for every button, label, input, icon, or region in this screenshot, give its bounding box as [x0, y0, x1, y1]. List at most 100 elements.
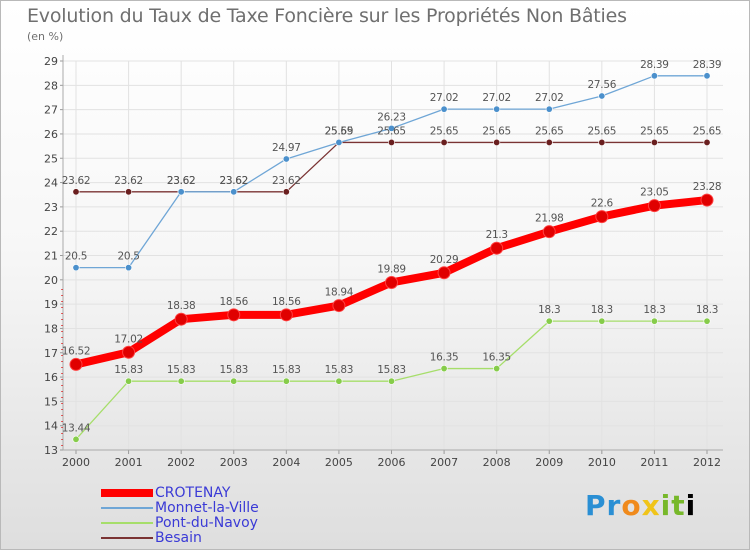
data-label: 19.89 — [377, 263, 406, 275]
data-point — [650, 72, 658, 80]
data-point — [335, 138, 343, 146]
y-tick-label: 27 — [44, 104, 58, 117]
data-point — [703, 317, 711, 325]
data-label: 23.62 — [219, 175, 248, 187]
logo-letter: t — [671, 489, 686, 522]
chart-subtitle: (en %) — [27, 30, 64, 43]
data-label: 28.39 — [693, 59, 722, 71]
logo-letter: i — [685, 489, 697, 522]
data-label: 25.65 — [535, 125, 564, 137]
data-point — [542, 225, 556, 239]
data-label: 25.65 — [430, 125, 459, 137]
data-point — [440, 365, 448, 373]
data-point — [598, 317, 606, 325]
data-point — [650, 138, 658, 146]
y-tick-label: 29 — [44, 55, 58, 68]
x-tick-label: 2004 — [272, 456, 300, 469]
x-tick-label: 2005 — [325, 456, 353, 469]
data-label: 23.62 — [167, 175, 196, 187]
legend-swatch — [101, 506, 153, 509]
data-point — [282, 188, 290, 196]
data-label: 21.98 — [535, 213, 564, 225]
data-label: 15.83 — [325, 364, 354, 376]
legend-swatch — [101, 536, 153, 539]
data-point — [125, 377, 133, 385]
data-label: 25.65 — [693, 125, 722, 137]
data-labels: 16.52 17.02 18.38 18.56 18.56 18.94 19.89 20.29… — [62, 59, 722, 434]
data-label: 25.65 — [588, 125, 617, 137]
logo-letter: P — [585, 489, 607, 522]
x-tick-label: 2000 — [62, 456, 90, 469]
data-label: 18.94 — [325, 287, 354, 299]
data-point — [387, 377, 395, 385]
data-label: 17.02 — [114, 333, 143, 345]
data-label: 24.97 — [272, 142, 301, 154]
data-label: 23.62 — [114, 175, 143, 187]
logo-letter: i — [660, 489, 672, 522]
data-label: 23.62 — [167, 175, 196, 187]
series-crotenay — [69, 193, 714, 371]
legend-item: Monnet-la-Ville — [101, 499, 259, 516]
legend-item: Pont-du-Navoy — [101, 515, 259, 531]
x-tick-label: 2006 — [378, 456, 406, 469]
data-label: 16.35 — [430, 352, 459, 364]
data-point — [595, 210, 609, 224]
data-label: 18.38 — [167, 300, 196, 312]
series-monnet-la-ville — [72, 72, 711, 272]
legend-item: Besain — [101, 529, 259, 546]
data-label: 25.65 — [325, 125, 354, 137]
data-label: 20.5 — [117, 251, 139, 263]
data-label: 26.23 — [377, 111, 406, 123]
data-point — [72, 264, 80, 272]
data-label: 21.3 — [486, 229, 508, 241]
data-label: 15.83 — [114, 364, 143, 376]
data-label: 18.56 — [219, 296, 248, 308]
data-point — [279, 308, 293, 322]
legend-label: Besain — [155, 529, 202, 546]
grid — [63, 60, 723, 451]
data-point — [493, 138, 501, 146]
x-tick-label: 2003 — [220, 456, 248, 469]
data-label: 23.62 — [219, 175, 248, 187]
data-point — [493, 105, 501, 113]
legend-label: CROTENAY — [155, 484, 231, 501]
x-tick-label: 2001 — [115, 456, 143, 469]
data-point — [227, 308, 241, 322]
data-point — [69, 357, 83, 371]
data-point — [72, 435, 80, 443]
data-label: 18.3 — [538, 304, 560, 316]
data-label: 27.02 — [430, 92, 459, 104]
data-point — [282, 155, 290, 163]
data-point — [437, 266, 451, 280]
data-label: 27.02 — [482, 92, 511, 104]
data-point — [387, 138, 395, 146]
data-label: 23.62 — [62, 175, 91, 187]
legend-swatch — [101, 521, 153, 524]
data-label: 15.83 — [272, 364, 301, 376]
y-tick-label: 13 — [44, 444, 58, 457]
data-point — [490, 241, 504, 255]
data-point — [122, 345, 136, 359]
legend-label: Monnet-la-Ville — [155, 499, 259, 516]
x-tick-label: 2011 — [640, 456, 668, 469]
data-point — [545, 317, 553, 325]
data-label: 23.28 — [693, 181, 722, 193]
x-tick-label: 2012 — [693, 456, 721, 469]
y-tick-label: 15 — [44, 395, 58, 408]
data-point — [177, 188, 185, 196]
data-point — [493, 365, 501, 373]
data-point — [703, 138, 711, 146]
y-tick-label: 21 — [44, 250, 58, 263]
x-tick-label: 2010 — [588, 456, 616, 469]
legend-item: CROTENAY — [101, 484, 259, 501]
series-layer — [69, 72, 714, 443]
data-label: 15.83 — [377, 364, 406, 376]
data-label: 15.83 — [167, 364, 196, 376]
data-label: 23.05 — [640, 187, 669, 199]
y-tick-label: 22 — [44, 225, 58, 238]
y-tick-label: 28 — [44, 79, 58, 92]
data-label: 20.29 — [430, 254, 459, 266]
data-label: 13.44 — [62, 422, 91, 434]
